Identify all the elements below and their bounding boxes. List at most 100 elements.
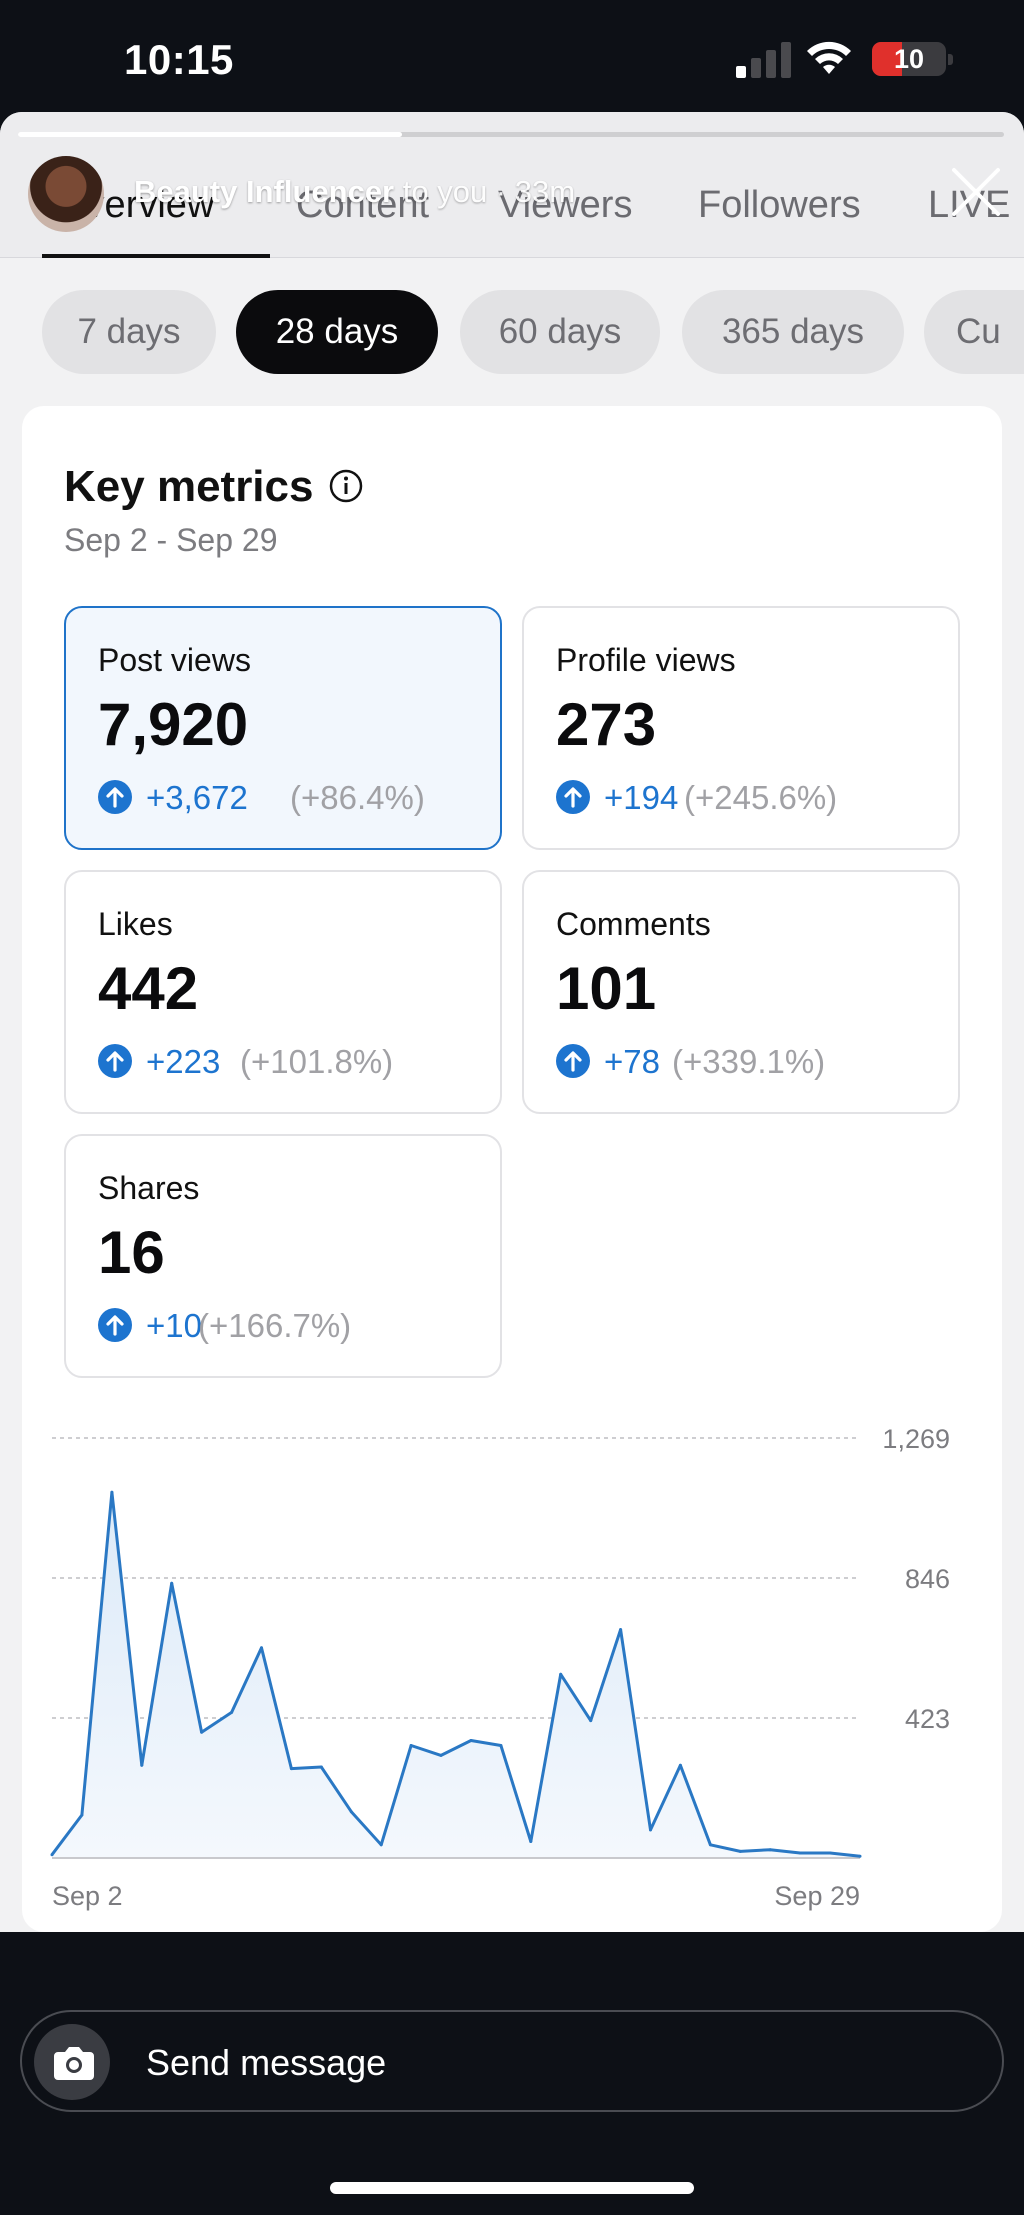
tab-content[interactable]: Content [296, 184, 430, 226]
data-point [260, 1646, 263, 1650]
insights-sheet: Overview Content Viewers Followers LIVE … [0, 112, 1024, 1932]
story-progress-bar [18, 132, 1004, 137]
metric-delta: +78 [604, 1043, 660, 1080]
cellular-signal-icon [736, 42, 791, 78]
metric-label: Likes [98, 906, 173, 942]
metric-likes[interactable]: Likes 442 +223 (+101.8%) [64, 870, 502, 1114]
story-header: Beauty Influencer to you · 33m [134, 174, 575, 210]
y-tick-label: 846 [905, 1564, 950, 1594]
data-point [768, 1848, 772, 1852]
info-icon[interactable] [328, 468, 364, 504]
data-point [678, 1763, 682, 1767]
data-point [708, 1843, 712, 1847]
data-point [828, 1851, 832, 1855]
metric-percent: (+339.1%) [672, 1043, 826, 1080]
metric-delta: +194 [604, 779, 679, 816]
metric-profile-views[interactable]: Profile views 273 +194 (+245.6%) [522, 606, 960, 850]
data-point [50, 1853, 54, 1857]
metric-delta: +10 [146, 1307, 202, 1344]
data-point [858, 1854, 862, 1858]
metric-value: 7,920 [98, 691, 249, 758]
tab-live[interactable]: LIVE [928, 184, 1011, 226]
data-point [469, 1739, 473, 1742]
metric-percent: (+166.7%) [198, 1307, 352, 1344]
data-point [439, 1753, 443, 1757]
data-point [349, 1810, 353, 1814]
arrow-up-icon [98, 780, 132, 814]
range-365-days[interactable]: 365 days [682, 290, 904, 374]
data-point [589, 1719, 593, 1723]
sheet-header: Overview Content Viewers Followers LIVE … [0, 112, 1024, 258]
battery-level: 10 [893, 44, 925, 74]
data-point [499, 1744, 503, 1747]
status-time: 10:15 [124, 36, 234, 83]
avatar[interactable] [28, 156, 104, 232]
metric-value: 101 [556, 955, 657, 1022]
tab-bar: Overview Content Viewers Followers LIVE [0, 182, 1024, 258]
story-context: to you · 33m [402, 174, 576, 209]
data-point [110, 1490, 114, 1494]
range-28-days[interactable]: 28 days [236, 290, 438, 374]
active-tab-indicator [42, 254, 270, 258]
data-point [140, 1763, 144, 1767]
arrow-up-icon [556, 780, 590, 814]
close-icon[interactable] [948, 164, 1004, 220]
data-point [230, 1710, 234, 1714]
chart-line [50, 1490, 861, 1858]
tab-viewers[interactable]: Viewers [498, 184, 633, 226]
key-metrics-card: Key metrics Sep 2 - Sep 29 Post views 7,… [22, 406, 1002, 1932]
metric-label: Post views [98, 642, 251, 678]
x-tick-label: Sep 2 [52, 1881, 123, 1911]
wifi-icon [807, 41, 851, 74]
battery-icon: 10 [872, 42, 953, 76]
date-range-chips: 7 days 28 days 60 days 365 days Cu [0, 290, 1024, 376]
data-point [619, 1628, 623, 1632]
status-bar: 10:15 10 [0, 0, 1024, 112]
metric-label: Comments [556, 906, 711, 942]
metric-shares[interactable]: Shares 16 +10 (+166.7%) [64, 1134, 502, 1378]
metric-delta: +3,672 [146, 779, 248, 816]
arrow-up-icon [98, 1308, 132, 1342]
send-message-bar[interactable]: Send message [20, 2010, 1004, 2112]
message-input[interactable]: Send message [146, 2042, 387, 2083]
data-point [738, 1849, 742, 1853]
range-7-days[interactable]: 7 days [42, 290, 216, 374]
data-point [170, 1581, 174, 1585]
data-point [559, 1672, 563, 1676]
range-custom[interactable]: Cu [924, 290, 1024, 374]
metric-value: 273 [556, 691, 657, 758]
y-tick-label: 1,269 [882, 1424, 950, 1454]
y-tick-label: 423 [905, 1704, 950, 1734]
metric-label: Shares [98, 1170, 200, 1206]
story-username: Beauty Influencer [134, 174, 395, 209]
data-point [649, 1828, 652, 1832]
home-indicator [330, 2182, 694, 2194]
key-metrics-title: Key metrics [64, 462, 314, 511]
tab-followers[interactable]: Followers [698, 184, 861, 226]
camera-icon [54, 2047, 94, 2080]
metric-value: 16 [98, 1219, 165, 1286]
data-point [798, 1851, 802, 1855]
data-point [319, 1765, 323, 1769]
metric-delta: +223 [146, 1043, 221, 1080]
metric-percent: (+245.6%) [684, 779, 838, 816]
metric-comments[interactable]: Comments 101 +78 (+339.1%) [522, 870, 960, 1114]
camera-button[interactable] [34, 2024, 110, 2100]
data-point [529, 1840, 533, 1843]
arrow-up-icon [556, 1044, 590, 1078]
metric-value: 442 [98, 955, 199, 1022]
data-point [409, 1744, 413, 1747]
data-point [80, 1813, 84, 1817]
metric-percent: (+86.4%) [290, 779, 425, 816]
data-point [200, 1730, 204, 1734]
range-60-days[interactable]: 60 days [460, 290, 660, 374]
data-point [289, 1767, 293, 1771]
arrow-up-icon [98, 1044, 132, 1078]
date-range-label: Sep 2 - Sep 29 [64, 522, 278, 558]
metric-post-views[interactable]: Post views 7,920 +3,672 (+86.4%) [64, 606, 502, 850]
post-views-chart: 1,269 846 423 Sep 2 Sep 29 [50, 1424, 950, 1911]
x-tick-label: Sep 29 [774, 1881, 860, 1911]
chart-area [52, 1492, 860, 1858]
data-point [379, 1843, 383, 1847]
metric-label: Profile views [556, 642, 736, 678]
